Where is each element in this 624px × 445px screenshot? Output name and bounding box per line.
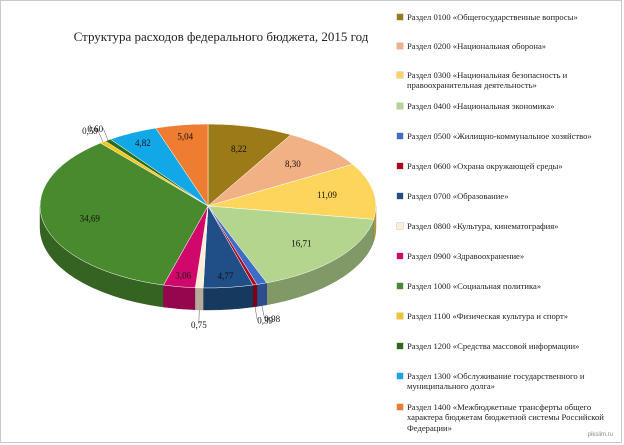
legend-swatch bbox=[397, 223, 403, 229]
pie-side-7 bbox=[202, 284, 254, 311]
legend-swatch bbox=[397, 404, 403, 410]
data-label-4: 16,71 bbox=[291, 239, 311, 249]
legend-label: Раздел 1000 «Социальная политика» bbox=[407, 281, 542, 291]
legend-item-1: Раздел 0100 «Общегосударственные вопросы… bbox=[397, 12, 619, 22]
legend-swatch bbox=[397, 43, 403, 49]
legend-label: Раздел 0400 «Национальная экономика» bbox=[407, 101, 555, 111]
pie-slice-2 bbox=[207, 134, 354, 207]
legend-item-6: Раздел 0600 «Охрана окружающей среды» bbox=[397, 161, 619, 171]
legend-item-7: Раздел 0700 «Образование» bbox=[397, 191, 619, 201]
data-label-9: 3,06 bbox=[175, 270, 191, 280]
leader-line-12 bbox=[102, 128, 109, 141]
pie-chart: 8,22 8,30 11,09 16,71 0,980,39 4,77 0,75 3,06 34… bbox=[39, 123, 377, 330]
legend-swatch bbox=[397, 103, 403, 109]
data-label-3: 11,09 bbox=[317, 190, 337, 200]
pie-side-6 bbox=[252, 284, 258, 308]
legend-item-9: Раздел 0900 «Здравоохранение» bbox=[397, 251, 619, 261]
legend-label: Раздел 0800 «Культура, кинематография» bbox=[407, 221, 559, 231]
legend-item-8: Раздел 0800 «Культура, кинематография» bbox=[397, 221, 619, 231]
legend-label: Раздел 1100 «Физическая культура и спорт… bbox=[407, 311, 569, 321]
legend-swatch bbox=[397, 72, 403, 78]
legend-item-10: Раздел 1000 «Социальная политика» bbox=[397, 281, 619, 291]
legend-label: Раздел 1400 «Межбюджетные трансферты общ… bbox=[407, 402, 604, 433]
legend-item-4: Раздел 0400 «Национальная экономика» bbox=[397, 101, 619, 111]
legend-item-5: Раздел 0500 «Жилищно-коммунальное хозяйс… bbox=[397, 131, 619, 141]
watermark: pikslim.ru bbox=[587, 432, 613, 438]
leader-line-5 bbox=[261, 305, 265, 318]
legend-item-14: Раздел 1400 «Межбюджетные трансферты общ… bbox=[397, 402, 619, 433]
data-label-10: 34,69 bbox=[80, 213, 101, 223]
legend-item-12: Раздел 1200 «Средства массовой информаци… bbox=[397, 341, 619, 351]
legend-swatch bbox=[397, 163, 403, 169]
legend-swatch bbox=[397, 193, 403, 199]
legend-item-13: Раздел 1300 «Обслуживание государственно… bbox=[397, 371, 619, 392]
legend-item-11: Раздел 1100 «Физическая культура и спорт… bbox=[397, 311, 619, 321]
pie-slice-1 bbox=[207, 123, 292, 207]
legend-label: Раздел 0900 «Здравоохранение» bbox=[407, 251, 525, 261]
data-label-14: 5,04 bbox=[177, 131, 193, 141]
legend-item-3: Раздел 0300 «Национальная безопасность и… bbox=[397, 70, 619, 91]
legend-label: Раздел 0200 «Национальная оборона» bbox=[407, 41, 547, 51]
pie-slice-3 bbox=[207, 164, 377, 220]
legend-swatch bbox=[397, 133, 403, 139]
pie-side-5 bbox=[256, 282, 267, 307]
data-label-5: 0,98 bbox=[264, 314, 280, 324]
leader-line-6 bbox=[254, 306, 258, 320]
legend-swatch bbox=[397, 253, 403, 259]
legend-swatch bbox=[397, 373, 403, 379]
legend-label: Раздел 0700 «Образование» bbox=[407, 191, 509, 201]
pie-side-9 bbox=[163, 284, 196, 310]
data-label-1: 8,22 bbox=[231, 144, 247, 154]
chart-title: Структура расходов федерального бюджета,… bbox=[73, 29, 369, 44]
data-label-12: 0,60 bbox=[87, 124, 103, 134]
data-label-8: 0,75 bbox=[191, 320, 207, 330]
legend-swatch bbox=[397, 14, 403, 20]
legend-label: Раздел 0300 «Национальная безопасность и… bbox=[407, 70, 568, 91]
legend-label: Раздел 0100 «Общегосударственные вопросы… bbox=[407, 12, 578, 22]
legend-swatch bbox=[397, 343, 403, 349]
legend-label: Раздел 1300 «Обслуживание государственно… bbox=[407, 371, 585, 392]
legend-label: Раздел 1200 «Средства массовой информаци… bbox=[407, 341, 580, 351]
legend-label: Раздел 0600 «Охрана окружающей среды» bbox=[407, 161, 563, 171]
legend-swatch bbox=[397, 283, 403, 289]
data-label-11: 0,59 bbox=[82, 126, 98, 136]
leader-line-11 bbox=[97, 130, 104, 143]
legend-item-2: Раздел 0200 «Национальная оборона» bbox=[397, 41, 619, 51]
pie-side-8 bbox=[195, 287, 204, 311]
legend-swatch bbox=[397, 313, 403, 319]
pie-slice-4 bbox=[207, 205, 375, 284]
pie-slice-10 bbox=[39, 142, 209, 286]
data-label-6: 0,39 bbox=[257, 315, 273, 325]
data-label-2: 8,30 bbox=[285, 159, 301, 169]
pie-slice-14 bbox=[155, 123, 209, 207]
data-label-7: 4,77 bbox=[218, 271, 234, 281]
data-label-13: 4,82 bbox=[135, 138, 151, 148]
legend-label: Раздел 0500 «Жилищно-коммунальное хозяйс… bbox=[407, 131, 592, 141]
